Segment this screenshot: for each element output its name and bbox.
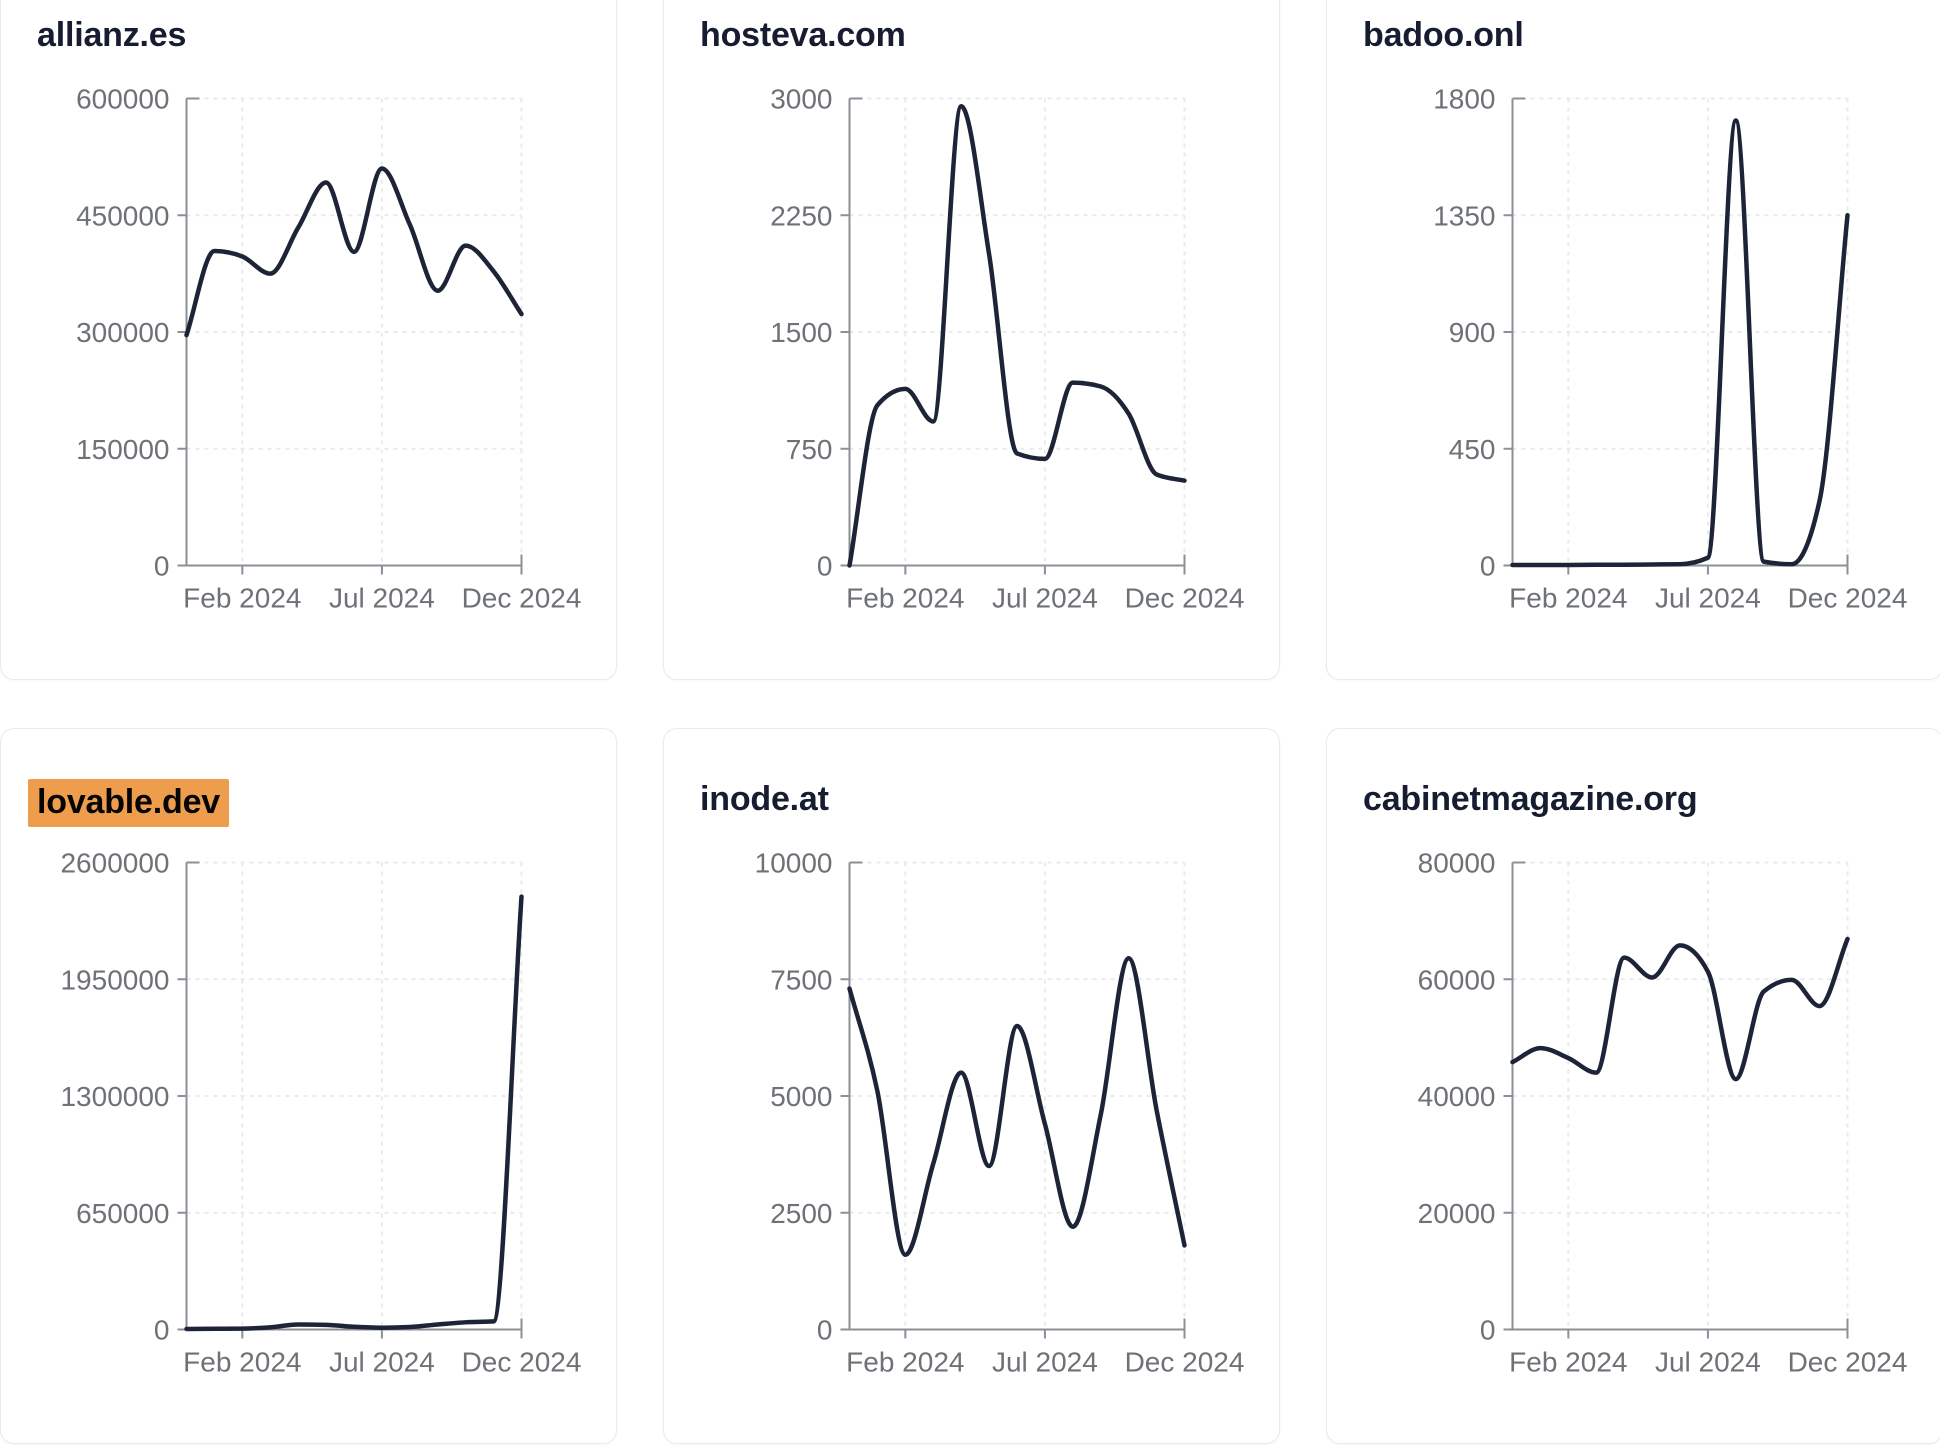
axes [840,861,1186,1339]
series-line [847,104,1187,568]
axis-spine [1511,862,1848,1331]
y-tick-label: 60000 [1418,964,1496,995]
x-tick-label: Feb 2024 [846,1347,964,1378]
series-line [847,955,1187,1258]
axes [840,97,1186,575]
gridlines [849,97,1186,566]
y-tick-label: 1300000 [60,1081,169,1112]
x-tick-label: Jul 2024 [329,583,435,614]
axes [1503,861,1849,1339]
gridlines [186,861,523,1330]
chart-card-lovable-dev[interactable]: lovable.dev 0 650000 1300000 1950000 2600000… [0,728,617,1444]
chart-title: allianz.es [37,16,187,54]
y-tick-label: 600000 [76,84,169,115]
axis-labels: 0 650000 1300000 1950000 2600000 Feb 2024 Jul … [60,848,581,1378]
chart-title: lovable.dev [28,779,229,827]
gridlines [186,97,523,566]
y-tick-label: 300000 [76,317,169,348]
chart-title: inode.at [700,780,829,818]
chart-card-allianz-es[interactable]: allianz.es 0 150000 300000 450000 600000 Feb … [0,0,617,680]
axis-spine [185,862,522,1331]
y-tick-label: 650000 [76,1198,169,1229]
x-tick-label: Feb 2024 [1509,1347,1627,1378]
y-tick-label: 7500 [770,964,832,995]
axes [177,861,523,1339]
x-tick-label: Dec 2024 [462,583,582,614]
gridlines [849,861,1186,1330]
x-tick-label: Feb 2024 [846,583,964,614]
y-tick-label: 2500 [770,1198,832,1229]
series-line [184,894,524,1332]
chart-title: badoo.onl [1363,16,1524,54]
axis-labels: 0 150000 300000 450000 600000 Feb 2024 Jul 202… [76,84,581,614]
axis-spine [848,98,1185,567]
y-tick-label: 0 [1480,1315,1496,1346]
x-tick-label: Dec 2024 [1788,583,1908,614]
chart-card-badoo-onl[interactable]: badoo.onl 0 450 900 1350 1800 Feb 2024 Jul 202… [1326,0,1940,680]
y-tick-label: 40000 [1418,1081,1496,1112]
line-chart-svg: 0 650000 1300000 1950000 2600000 Feb 2024 Jul … [60,848,581,1378]
series-line [1510,936,1850,1082]
chart-card-hosteva-com[interactable]: hosteva.com 0 750 1500 2250 3000 Feb 2024 Jul … [663,0,1280,680]
axis-labels: 0 450 900 1350 1800 Feb 2024 Jul 2024 Dec 2024 [1433,84,1907,614]
axis-labels: 0 20000 40000 60000 80000 Feb 2024 Jul 2024 Dec… [1418,848,1908,1378]
x-tick-label: Feb 2024 [1509,583,1627,614]
y-tick-label: 3000 [770,84,832,115]
axis-spine [1511,98,1848,567]
line-chart-svg: 0 150000 300000 450000 600000 Feb 2024 Jul 202… [76,84,581,614]
y-tick-label: 2600000 [60,848,169,879]
x-tick-label: Jul 2024 [1655,1347,1761,1378]
y-tick-label: 80000 [1418,848,1496,879]
axis-labels: 0 750 1500 2250 3000 Feb 2024 Jul 2024 Dec 2024 [770,84,1244,614]
y-tick-label: 0 [154,1315,170,1346]
y-tick-label: 1500 [770,317,832,348]
y-tick-label: 2250 [770,200,832,231]
y-tick-label: 150000 [76,434,169,465]
axes [177,97,523,575]
series-line [1510,118,1850,568]
chart-title: cabinetmagazine.org [1363,780,1698,818]
x-tick-label: Dec 2024 [1125,1347,1245,1378]
y-tick-label: 5000 [770,1081,832,1112]
y-tick-label: 0 [817,551,833,582]
y-tick-label: 1950000 [60,964,169,995]
y-tick-label: 1350 [1433,200,1495,231]
x-tick-label: Jul 2024 [992,1347,1098,1378]
x-tick-label: Jul 2024 [1655,583,1761,614]
x-tick-label: Dec 2024 [1788,1347,1908,1378]
line-chart-svg: 0 20000 40000 60000 80000 Feb 2024 Jul 2024 Dec… [1418,848,1908,1378]
y-tick-label: 10000 [755,848,833,879]
chart-title: hosteva.com [700,16,906,54]
x-tick-label: Feb 2024 [183,1347,301,1378]
y-tick-label: 900 [1449,317,1496,348]
x-tick-label: Dec 2024 [1125,583,1245,614]
axis-spine [848,862,1185,1331]
y-tick-label: 0 [154,551,170,582]
gridlines [1512,97,1849,566]
x-tick-label: Dec 2024 [462,1347,582,1378]
x-tick-label: Jul 2024 [329,1347,435,1378]
y-tick-label: 20000 [1418,1198,1496,1229]
y-tick-label: 0 [817,1315,833,1346]
line-chart-svg: 0 450 900 1350 1800 Feb 2024 Jul 2024 Dec 2024 [1433,84,1907,614]
y-tick-label: 450000 [76,200,169,231]
y-tick-label: 450 [1449,434,1496,465]
chart-card-inode-at[interactable]: inode.at 0 2500 5000 7500 10000 Feb 2024 Jul 2… [663,728,1280,1444]
x-tick-label: Jul 2024 [992,583,1098,614]
line-chart-svg: 0 2500 5000 7500 10000 Feb 2024 Jul 2024 Dec 20… [755,848,1245,1378]
y-tick-label: 0 [1480,551,1496,582]
y-tick-label: 1800 [1433,84,1495,115]
axis-spine [185,98,522,567]
x-tick-label: Feb 2024 [183,583,301,614]
chart-card-cabinetmagazine-org[interactable]: cabinetmagazine.org 0 20000 40000 60000 8000… [1326,728,1940,1444]
y-tick-label: 750 [786,434,833,465]
gridlines [1512,861,1849,1330]
axes [1503,97,1849,575]
series-line [184,166,524,338]
axis-labels: 0 2500 5000 7500 10000 Feb 2024 Jul 2024 Dec 20… [755,848,1245,1378]
line-chart-svg: 0 750 1500 2250 3000 Feb 2024 Jul 2024 Dec 2024 [770,84,1244,614]
